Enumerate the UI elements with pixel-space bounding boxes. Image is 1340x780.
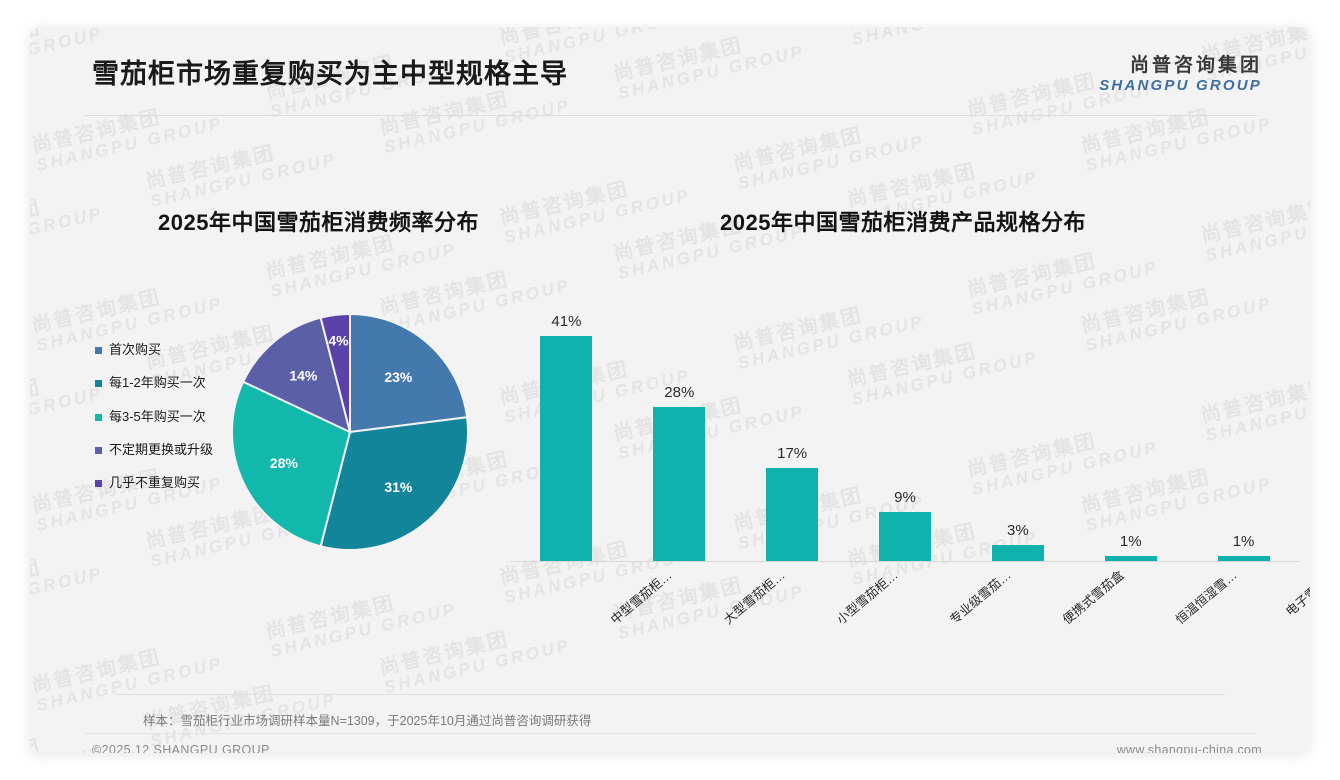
legend-swatch — [95, 446, 102, 454]
pie-slice-value: 28% — [270, 455, 299, 471]
pie-slice[interactable] — [319, 312, 351, 433]
pie-slice-value: 14% — [289, 368, 318, 384]
footnote-divider — [115, 694, 1225, 695]
bar-column[interactable]: 41% — [540, 312, 593, 561]
footer-website[interactable]: www.shangpu-china.com — [1116, 743, 1262, 753]
bar-chart-title: 2025年中国雪茄柜消费产品规格分布 — [720, 210, 1086, 235]
pie-legend-item[interactable]: 每3-5年购买一次 — [95, 409, 245, 425]
bar-x-label: 中型雪茄柜… — [608, 568, 676, 628]
pie-legend-item[interactable]: 首次购买 — [95, 342, 245, 358]
pie-legend: 首次购买每1-2年购买一次 每3-5年购买一次 不定期更换或升级 几乎不重复购买 — [95, 342, 245, 508]
bar-plot-area: 41% 28% 17% 9% 3% 1% 1% — [510, 277, 1300, 562]
legend-label: 首次购买 — [109, 342, 162, 357]
bar-x-axis-labels: 中型雪茄柜… 大型雪茄柜… 小型雪茄柜… 专业级雪茄… 便携式雪茄盒 恒温恒湿雪… 电子雪茄… — [510, 565, 1310, 655]
legend-swatch — [95, 480, 102, 487]
pie-legend-item[interactable]: 每1-2年购买一次 — [95, 375, 245, 391]
pie-slice-value: 31% — [384, 479, 413, 495]
bar-column[interactable]: 28% — [653, 384, 706, 561]
pie-legend-item[interactable]: 不定期更换或升级 — [95, 442, 245, 458]
bar-chart: 41% 28% 17% 9% 3% 1% 1% 中型雪茄柜… 大型雪茄柜… 小型雪茄柜… 专业级雪… — [510, 277, 1310, 627]
bar-column[interactable]: 9% — [879, 489, 931, 561]
pie-slice[interactable] — [241, 316, 352, 434]
bar-rect[interactable] — [766, 467, 819, 561]
bar-column[interactable]: 1% — [1104, 532, 1157, 561]
pie-svg: 23% 31% 28% 14% 4% — [231, 312, 469, 551]
bar-rect[interactable] — [1104, 555, 1157, 561]
bar-rect[interactable] — [540, 335, 593, 561]
brand-logo: 尚普咨询集团 SHANGPU GROUP — [1099, 55, 1262, 95]
legend-swatch — [95, 380, 102, 388]
bar-value-label: 28% — [664, 384, 695, 402]
bar-rect[interactable] — [1217, 555, 1270, 561]
pie-slice-value: 4% — [328, 333, 349, 349]
bar-x-label: 恒温恒湿雪… — [1172, 568, 1240, 628]
sample-footnote: 样本：雪茄柜行业市场调研样本量N=1309，于2025年10月通过尚普咨询调研获… — [143, 714, 592, 728]
bar-x-label: 大型雪茄柜… — [721, 568, 788, 628]
footer-copyright: ©2025.12 SHANGPU GROUP — [92, 743, 270, 753]
legend-swatch — [95, 347, 102, 354]
legend-label: 几乎不重复购买 — [109, 475, 201, 490]
bar-rect[interactable] — [879, 511, 931, 561]
legend-swatch — [95, 413, 102, 421]
pie-chart-title: 2025年中国雪茄柜消费频率分布 — [158, 210, 479, 235]
bar-column[interactable]: 17% — [766, 444, 819, 561]
pie-legend-item[interactable]: 几乎不重复购买 — [95, 475, 245, 491]
bar-value-label: 3% — [1007, 521, 1029, 539]
bar-value-label: 9% — [894, 488, 916, 506]
bar-baseline-axis — [510, 561, 1300, 562]
header-divider — [85, 115, 1257, 116]
bar-value-label: 1% — [1232, 532, 1255, 550]
logo-english-text: SHANGPU GROUP — [1099, 76, 1262, 94]
footer-divider — [85, 733, 1257, 734]
pie-slice[interactable] — [319, 416, 469, 551]
pie-slice[interactable] — [349, 312, 469, 434]
legend-label: 每1-2年购买一次 — [109, 375, 206, 391]
bar-value-label: 17% — [777, 444, 808, 462]
bar-x-label: 专业级雪茄… — [947, 568, 1014, 628]
bar-x-label: 便携式雪茄盒 — [1059, 568, 1127, 628]
pie-slice[interactable] — [231, 380, 352, 548]
bar-value-label: 1% — [1119, 532, 1142, 550]
pie-chart: 首次购买每1-2年购买一次 每3-5年购买一次 不定期更换或升级 几乎不重复购买 23… — [85, 282, 515, 612]
bar-rect[interactable] — [991, 544, 1044, 561]
legend-label: 每3-5年购买一次 — [109, 408, 206, 424]
logo-chinese-text: 尚普咨询集团 — [1129, 55, 1262, 76]
pie-graphic: 23% 31% 28% 14% 4% — [230, 302, 470, 562]
bar-value-label: 41% — [551, 312, 582, 330]
bar-x-label: 电子雪茄柜 — [1282, 568, 1310, 619]
bar-x-label: 小型雪茄柜… — [834, 568, 901, 628]
bar-column[interactable]: 3% — [991, 521, 1044, 561]
slide-header: 雪茄柜市场重复购买为主中型规格主导 尚普咨询集团 SHANGPU GROUP — [30, 27, 1310, 122]
bar-rect[interactable] — [653, 407, 706, 561]
page-title: 雪茄柜市场重复购买为主中型规格主导 — [92, 59, 568, 89]
pie-slice-value: 23% — [384, 369, 413, 385]
bar-column[interactable]: 1% — [1217, 532, 1270, 561]
legend-label: 不定期更换或升级 — [109, 441, 214, 457]
